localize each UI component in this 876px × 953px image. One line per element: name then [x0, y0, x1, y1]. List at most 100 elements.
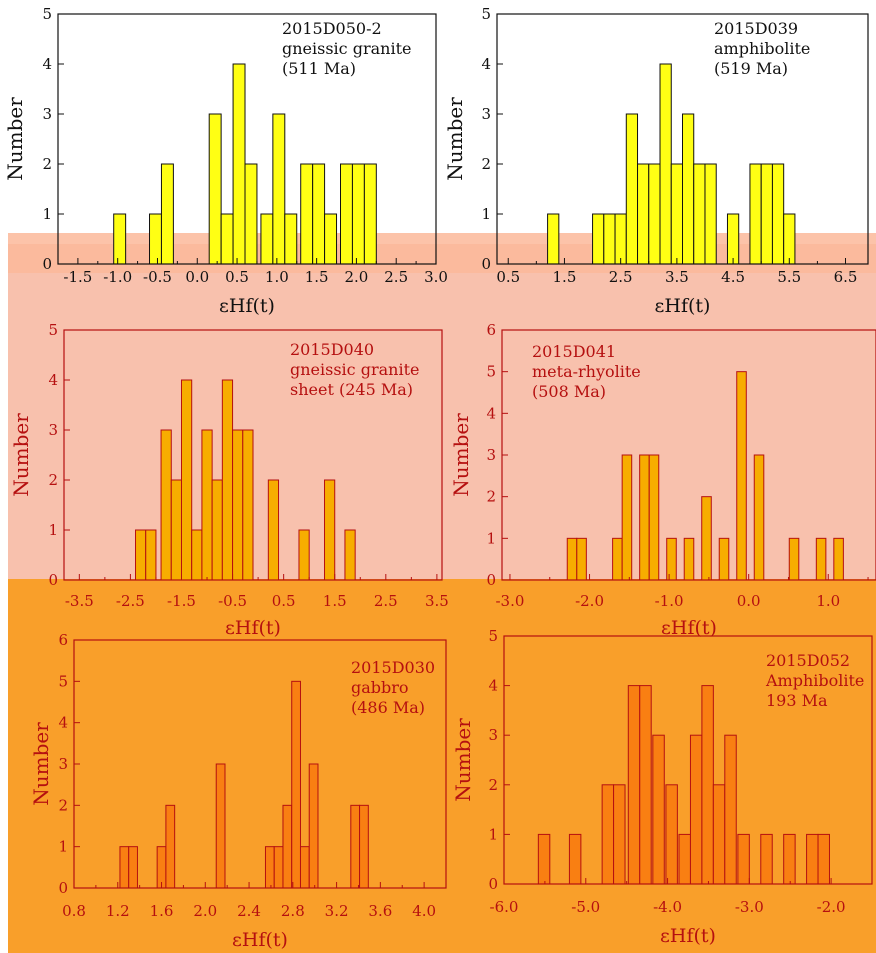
- y-tick-label: 0: [481, 255, 491, 273]
- x-tick-label: -1.0: [655, 592, 684, 610]
- x-tick-label: 2.0: [344, 268, 368, 286]
- histogram-bar: [267, 479, 280, 581]
- histogram-bar: [648, 163, 661, 265]
- histogram-bar: [350, 804, 361, 889]
- y-tick-label: 6: [486, 321, 496, 339]
- histogram-bar: [724, 734, 737, 885]
- histogram-bar: [693, 163, 706, 265]
- histogram-bar: [232, 429, 244, 581]
- histogram-bar: [665, 784, 678, 885]
- histogram-bar: [272, 113, 286, 265]
- plot-frame: [57, 13, 437, 265]
- y-tick-label: 4: [481, 55, 491, 73]
- histogram-bar: [298, 529, 310, 581]
- x-tick-label: -1.0: [103, 268, 132, 286]
- x-tick-label: 1.2: [106, 902, 130, 920]
- histogram-bar: [639, 685, 652, 885]
- annotation-line: 2015D041: [532, 342, 616, 361]
- y-tick-label: 2: [488, 776, 498, 794]
- x-tick-label: 0.8: [62, 902, 86, 920]
- y-tick-label: 4: [488, 677, 498, 695]
- x-tick-label: 3.2: [325, 902, 349, 920]
- y-tick-label: 1: [488, 825, 498, 843]
- histogram-bar: [232, 63, 246, 265]
- y-tick-label: 1: [486, 529, 496, 547]
- histogram-bar: [670, 163, 683, 265]
- x-tick-label: -4.0: [653, 898, 682, 916]
- histogram-bar: [753, 454, 765, 581]
- histogram-bar: [726, 213, 740, 265]
- histogram-bar: [363, 163, 377, 265]
- annotation-line: sheet (245 Ma): [290, 380, 413, 399]
- annotation-line: meta-rhyolite: [532, 362, 641, 381]
- y-tick-label: 5: [58, 672, 68, 690]
- histogram-bar: [576, 537, 587, 581]
- histogram-bar: [760, 163, 773, 265]
- histogram-bar: [737, 833, 750, 885]
- histogram-bar: [637, 163, 650, 265]
- annotation-line: amphibolite: [714, 39, 810, 58]
- histogram-bar: [603, 213, 616, 265]
- histogram-bar: [273, 846, 284, 889]
- x-tick-label: 1.5: [323, 592, 347, 610]
- x-axis-label: εHf(t): [225, 617, 281, 639]
- histogram-bar: [547, 213, 560, 265]
- histogram-bar: [264, 846, 275, 889]
- x-tick-label: 2.8: [281, 902, 305, 920]
- annotation-line: gneissic granite: [282, 39, 411, 58]
- histogram-bar: [211, 479, 223, 581]
- histogram-bar: [736, 371, 747, 581]
- histogram-panel-4: 0 1 2 3 4 5 6 -3.0 -2.0 -1.0 0.0 1.0 εHf(t) Number 201…: [449, 321, 876, 639]
- x-tick-label: -2.5: [116, 592, 145, 610]
- histogram-bar: [113, 213, 127, 265]
- annotation-line: 2015D030: [351, 658, 435, 677]
- histogram-bar: [145, 529, 157, 581]
- y-tick-label: 0: [488, 875, 498, 893]
- y-axis-label: Number: [9, 413, 33, 497]
- histogram-panel-3: 0 1 2 3 4 5 -3.5 -2.5 -1.5 -0.5 0.5 1.5 2.5 3.5 εHf(t)…: [9, 321, 449, 639]
- y-tick-label: 1: [42, 205, 52, 223]
- histogram-bar: [833, 537, 844, 581]
- plot-frame: [496, 13, 869, 265]
- x-tick-label: 2.4: [237, 902, 261, 920]
- x-tick-label: 0.0: [185, 268, 209, 286]
- x-axis-label: εHf(t): [660, 925, 716, 947]
- x-tick-label: -1.5: [167, 592, 196, 610]
- y-tick-label: 3: [486, 446, 496, 464]
- y-tick-label: 5: [486, 363, 496, 381]
- annotation-line: (508 Ma): [532, 382, 606, 401]
- x-tick-label: 2.0: [193, 902, 217, 920]
- histogram-bar: [201, 429, 213, 581]
- x-tick-label: 4.5: [721, 268, 745, 286]
- histogram-bar: [783, 833, 796, 885]
- plot-frame: [503, 635, 873, 885]
- histogram-bar: [160, 163, 174, 265]
- annotation-line: (511 Ma): [282, 59, 356, 78]
- histogram-bar: [351, 163, 365, 265]
- x-tick-label: 3.5: [665, 268, 689, 286]
- x-tick-label: 1.6: [150, 902, 174, 920]
- histogram-bar: [128, 846, 138, 889]
- annotation-line: gneissic granite: [290, 360, 419, 379]
- x-tick-label: 0.0: [737, 592, 761, 610]
- x-tick-label: 5.5: [777, 268, 801, 286]
- histogram-bar: [191, 529, 203, 581]
- x-tick-label: 1.5: [553, 268, 577, 286]
- histogram-bar: [324, 479, 336, 581]
- histogram-bar: [678, 833, 691, 885]
- histogram-bar: [683, 537, 695, 581]
- histogram-bar: [815, 537, 827, 581]
- histogram-panel-1: 0 1 2 3 4 5 -1.5 -1.0 -0.5 0.0 0.5 1.0 1.5 2.0 2.5 3.0 ε…: [3, 5, 448, 317]
- x-tick-label: 2.5: [384, 268, 408, 286]
- x-tick-label: 1.5: [305, 268, 329, 286]
- panel-annotation: 2015D050-2 gneissic granite (511 Ma): [282, 19, 411, 78]
- histogram-bar: [613, 784, 626, 885]
- y-tick-label: 1: [48, 521, 58, 539]
- x-tick-label: -0.5: [218, 592, 247, 610]
- histogram-bar: [666, 537, 677, 581]
- histogram-bar: [344, 529, 356, 581]
- y-tick-label: 4: [48, 371, 58, 389]
- histogram-bar: [284, 213, 298, 265]
- panel-annotation: 2015D039 amphibolite (519 Ma): [714, 19, 810, 78]
